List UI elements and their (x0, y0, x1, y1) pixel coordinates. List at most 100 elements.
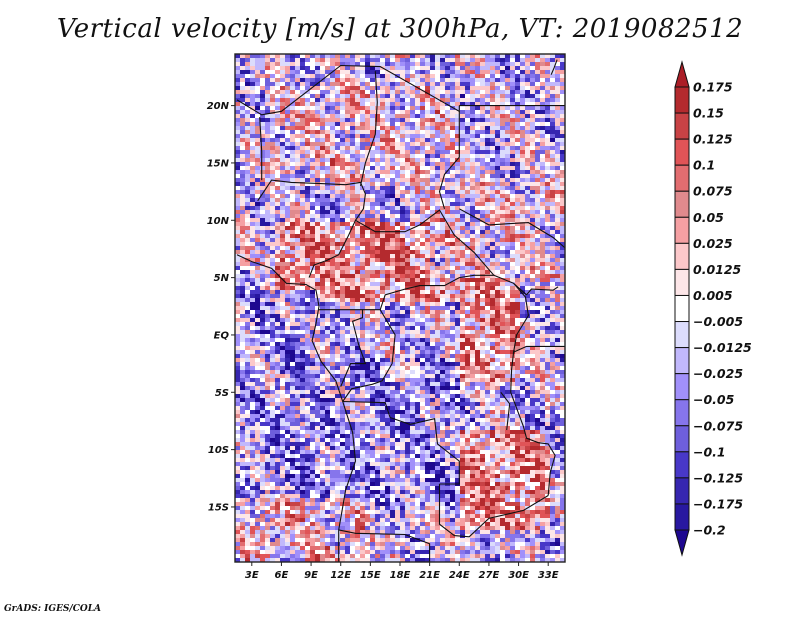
field-cell (485, 166, 491, 171)
field-cell (400, 66, 406, 71)
field-cell (510, 310, 516, 315)
field-cell (480, 146, 486, 151)
field-cell (265, 138, 271, 143)
field-cell (375, 142, 381, 147)
field-cell (285, 230, 291, 235)
field-cell (410, 154, 416, 159)
field-cell (540, 178, 546, 183)
field-cell (345, 54, 351, 59)
field-cell (540, 102, 546, 107)
field-cell (355, 134, 361, 139)
field-cell (355, 270, 361, 275)
field-cell (415, 246, 421, 251)
field-cell (420, 258, 426, 263)
field-cell (485, 122, 491, 127)
field-cell (395, 66, 401, 71)
field-cell (560, 70, 565, 75)
field-cell (460, 110, 466, 115)
field-cell (475, 122, 481, 127)
field-cell (550, 242, 556, 247)
field-cell (380, 146, 386, 151)
field-cell (385, 74, 391, 79)
field-cell (505, 246, 511, 251)
field-cell (525, 174, 531, 179)
field-cell (495, 54, 501, 59)
field-cell (465, 182, 471, 187)
field-cell (505, 270, 511, 275)
field-cell (270, 286, 276, 291)
field-cell (300, 194, 306, 199)
field-cell (440, 62, 446, 67)
field-cell (415, 262, 421, 267)
field-cell (340, 234, 346, 239)
field-cell (400, 346, 406, 351)
field-cell (535, 86, 541, 91)
field-cell (425, 110, 431, 115)
field-cell (415, 118, 421, 123)
field-cell (535, 186, 541, 191)
field-cell (490, 54, 496, 59)
field-cell (290, 326, 296, 331)
field-cell (345, 286, 351, 291)
field-cell (295, 270, 301, 275)
field-cell (405, 54, 411, 59)
field-cell (485, 198, 491, 203)
field-cell (495, 258, 501, 263)
field-cell (425, 334, 431, 339)
field-cell (290, 254, 296, 259)
field-cell (525, 110, 531, 115)
field-cell (280, 150, 286, 155)
field-cell (490, 234, 496, 239)
field-cell (525, 198, 531, 203)
field-cell (380, 326, 386, 331)
field-cell (280, 78, 286, 83)
field-cell (455, 126, 461, 131)
field-cell (505, 118, 511, 123)
field-cell (375, 198, 381, 203)
field-cell (395, 302, 401, 307)
field-cell (350, 122, 356, 127)
field-cell (515, 70, 521, 75)
field-cell (335, 94, 341, 99)
field-cell (405, 130, 411, 135)
field-cell (245, 118, 251, 123)
field-cell (310, 330, 316, 335)
field-cell (260, 290, 266, 295)
field-cell (510, 118, 516, 123)
field-cell (240, 74, 246, 79)
field-cell (250, 74, 256, 79)
field-cell (370, 158, 376, 163)
field-cell (535, 222, 541, 227)
field-cell (395, 146, 401, 151)
field-cell (545, 122, 551, 127)
field-cell (365, 282, 371, 287)
field-cell (450, 270, 456, 275)
field-cell (235, 70, 241, 75)
field-cell (520, 186, 526, 191)
field-cell (250, 146, 256, 151)
field-cell (430, 186, 436, 191)
field-cell (450, 138, 456, 143)
field-cell (380, 302, 386, 307)
field-cell (535, 238, 541, 243)
field-cell (330, 302, 336, 307)
field-cell (300, 62, 306, 67)
field-cell (530, 94, 536, 99)
field-cell (295, 74, 301, 79)
field-cell (525, 162, 531, 167)
field-cell (470, 186, 476, 191)
field-cell (255, 166, 261, 171)
field-cell (500, 278, 506, 283)
field-cell (445, 62, 451, 67)
field-cell (285, 238, 291, 243)
field-cell (510, 322, 516, 327)
field-cell (295, 114, 301, 119)
field-cell (420, 202, 426, 207)
field-cell (275, 62, 281, 67)
field-cell (320, 198, 326, 203)
field-cell (320, 118, 326, 123)
field-cell (440, 198, 446, 203)
field-cell (400, 210, 406, 215)
field-cell (410, 210, 416, 215)
field-cell (360, 166, 366, 171)
